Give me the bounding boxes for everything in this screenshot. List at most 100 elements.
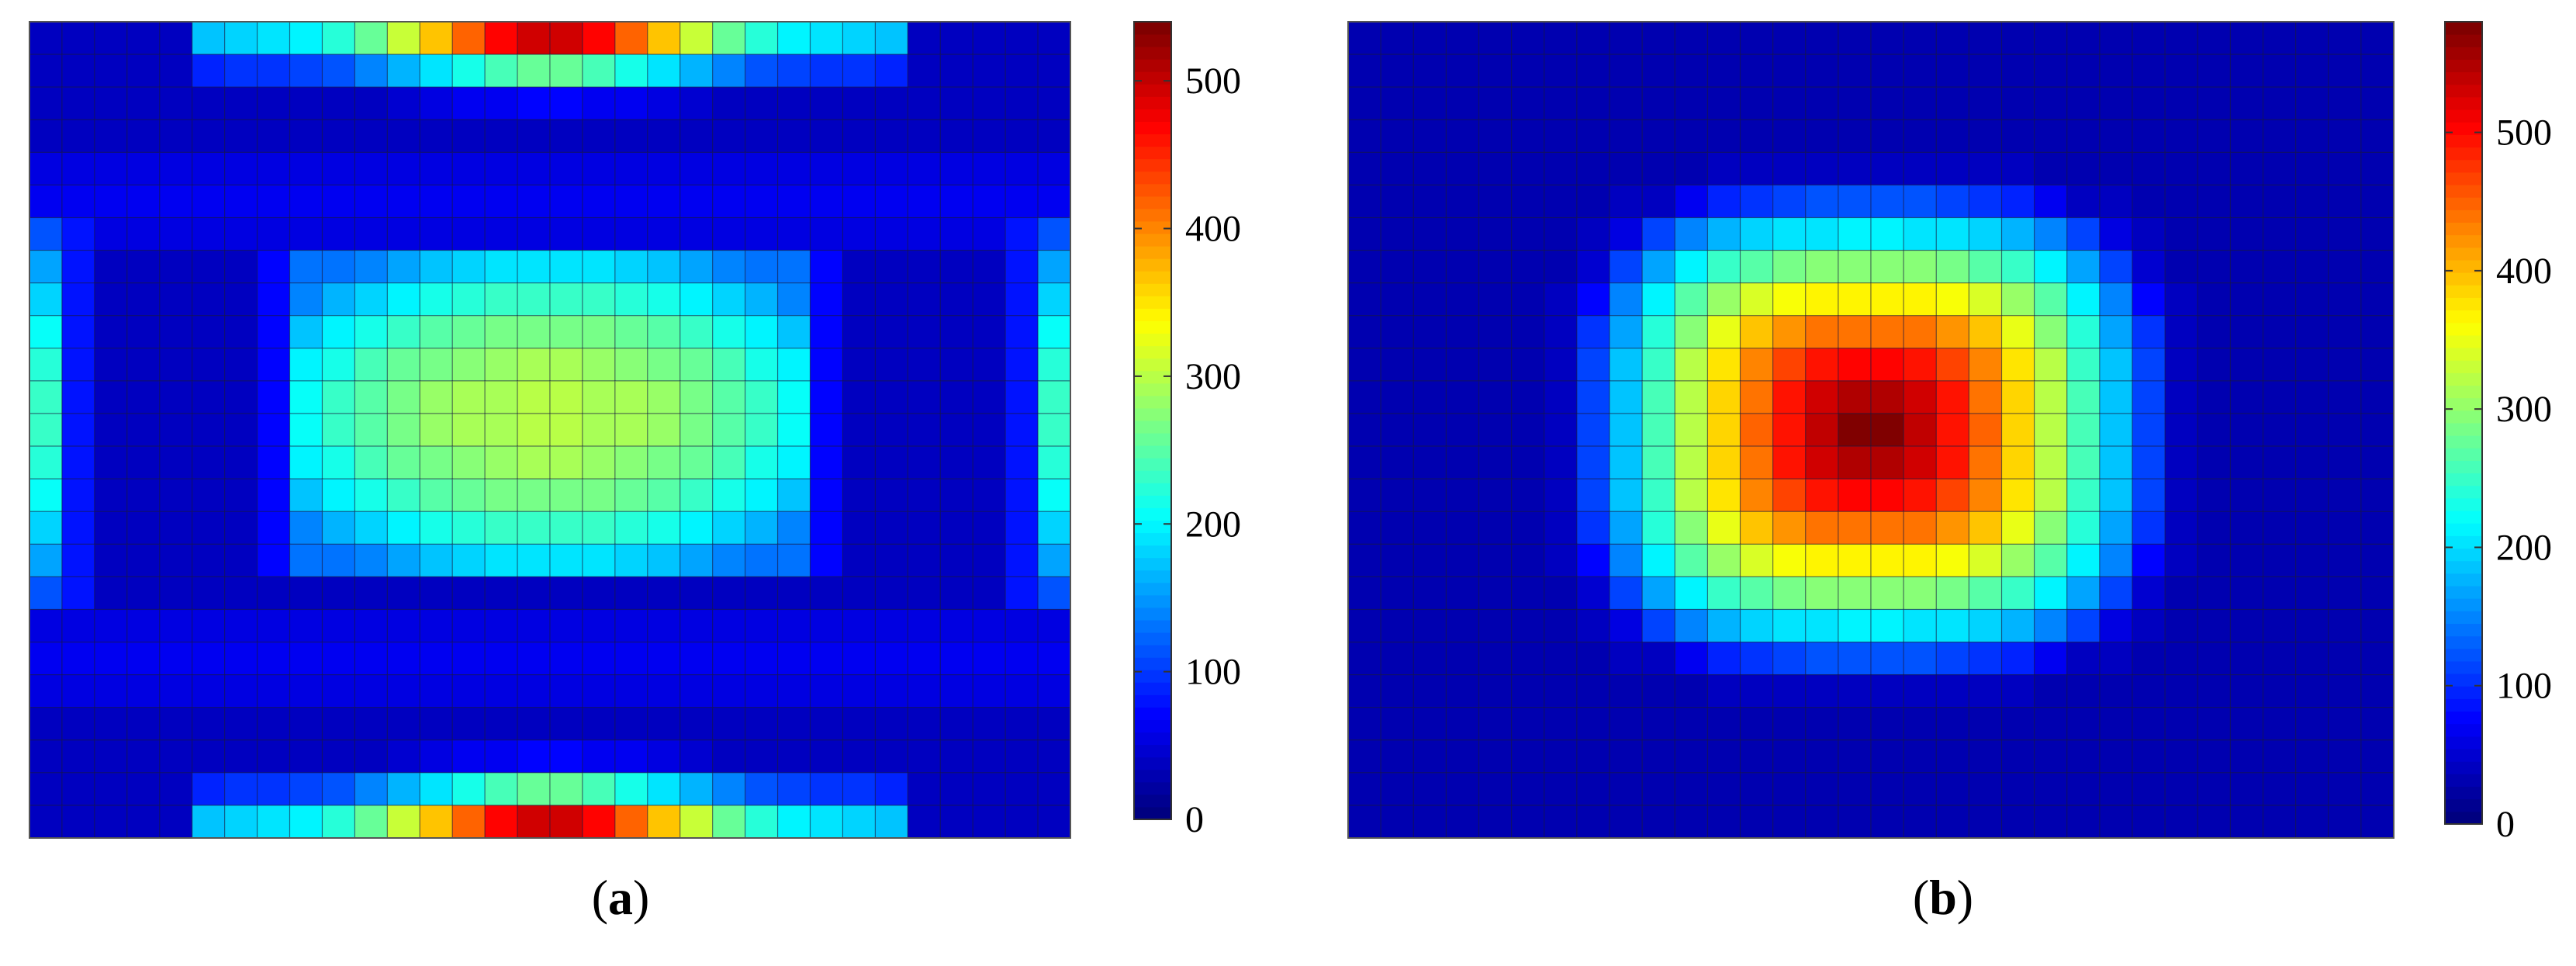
heatmap-cell (1544, 739, 1578, 774)
heatmap-cell (874, 673, 909, 708)
heatmap-cell (1739, 543, 1774, 578)
heatmap-cell (1576, 21, 1610, 55)
heatmap-cell (2066, 216, 2101, 251)
heatmap-cell (419, 315, 454, 349)
heatmap-cell (1544, 445, 1578, 480)
heatmap-cell (1609, 216, 1644, 251)
heatmap-cell (1544, 184, 1578, 219)
heatmap-cell (972, 707, 1007, 741)
heatmap-cell (972, 543, 1007, 578)
heatmap-cell (386, 772, 421, 806)
heatmap-cell (549, 315, 583, 349)
heatmap-cell (224, 315, 258, 349)
colorbar-segment (1134, 445, 1171, 459)
heatmap-cell (2099, 739, 2133, 774)
heatmap-cell (1380, 543, 1415, 578)
heatmap-cell (809, 249, 844, 284)
heatmap-cell (1037, 315, 1071, 349)
heatmap-cell (842, 707, 877, 741)
heatmap-cell (2000, 641, 2035, 676)
heatmap-cell (2132, 119, 2166, 154)
heatmap-cell (256, 249, 291, 284)
heatmap-cell (354, 673, 389, 708)
heatmap-cell (1004, 216, 1039, 251)
heatmap-cell (1478, 478, 1513, 513)
heatmap-cell (1544, 151, 1578, 186)
heatmap-cell (2000, 348, 2035, 382)
heatmap-cell (647, 54, 681, 88)
heatmap-cell (1870, 282, 1905, 317)
heatmap-cell (1380, 151, 1415, 186)
heatmap-cell (1805, 772, 1839, 806)
colorbar-segment (2445, 385, 2482, 399)
colorbar-segment (2445, 761, 2482, 774)
heatmap-cell (1870, 641, 1905, 676)
heatmap-cell (1870, 380, 1905, 414)
heatmap-cell (2066, 86, 2101, 121)
heatmap-cell (1004, 282, 1039, 317)
heatmap-cell (842, 21, 877, 55)
heatmap-cell (1935, 478, 1970, 513)
heatmap-cell (1478, 805, 1513, 839)
heatmap-cell (745, 739, 779, 774)
heatmap-cell (1347, 445, 1382, 480)
heatmap-cell (419, 348, 454, 382)
heatmap-cell (679, 21, 714, 55)
heatmap-cell (159, 21, 193, 55)
heatmap-cell (1412, 576, 1447, 611)
colorbar-segment (1134, 84, 1171, 97)
heatmap-cell (1380, 608, 1415, 643)
heatmap-cell (2295, 576, 2329, 611)
heatmap-cell (484, 21, 518, 55)
heatmap-cell (972, 282, 1007, 317)
heatmap-cell (1706, 119, 1741, 154)
heatmap-cell (1674, 21, 1709, 55)
heatmap-cell (679, 315, 714, 349)
heatmap-cell (321, 739, 356, 774)
heatmap-cell (159, 641, 193, 676)
heatmap-cell (192, 151, 226, 186)
heatmap-cell (1674, 54, 1709, 88)
heatmap-cell (874, 608, 909, 643)
heatmap-cell (1576, 380, 1610, 414)
heatmap-cell (2000, 315, 2035, 349)
heatmap-cell (2262, 86, 2297, 121)
heatmap-cell (907, 282, 942, 317)
heatmap-cell (126, 478, 161, 513)
heatmap-cell (2295, 608, 2329, 643)
heatmap-cell (1903, 772, 1938, 806)
heatmap-cell (647, 707, 681, 741)
heatmap-cell (1380, 413, 1415, 447)
heatmap-cell (159, 707, 193, 741)
heatmap-cell (224, 119, 258, 154)
heatmap-cell (61, 315, 95, 349)
heatmap-cell (1706, 641, 1741, 676)
heatmap-cell (1903, 543, 1938, 578)
heatmap-cell (1412, 54, 1447, 88)
heatmap-cell (1968, 543, 2003, 578)
heatmap-cell (1838, 673, 1872, 708)
heatmap-cell (224, 641, 258, 676)
heatmap-cell (1641, 641, 1676, 676)
heatmap-cell (2262, 445, 2297, 480)
heatmap-cell (126, 641, 161, 676)
heatmap-cell (321, 707, 356, 741)
heatmap-cell (1544, 673, 1578, 708)
heatmap-cell (517, 119, 551, 154)
heatmap-cell (1544, 413, 1578, 447)
heatmap-cell (2099, 511, 2133, 545)
heatmap-cell (289, 445, 323, 480)
heatmap-cell (1968, 673, 2003, 708)
heatmap-cell (907, 380, 942, 414)
heatmap-cell (1674, 348, 1709, 382)
heatmap-cell (1805, 380, 1839, 414)
heatmap-cell (126, 249, 161, 284)
heatmap-cell (2066, 511, 2101, 545)
heatmap-cell (2000, 119, 2035, 154)
heatmap-cell (1037, 282, 1071, 317)
heatmap-cell (484, 641, 518, 676)
heatmap-cell (224, 249, 258, 284)
heatmap-cell (2328, 673, 2362, 708)
heatmap-cell (1347, 151, 1382, 186)
